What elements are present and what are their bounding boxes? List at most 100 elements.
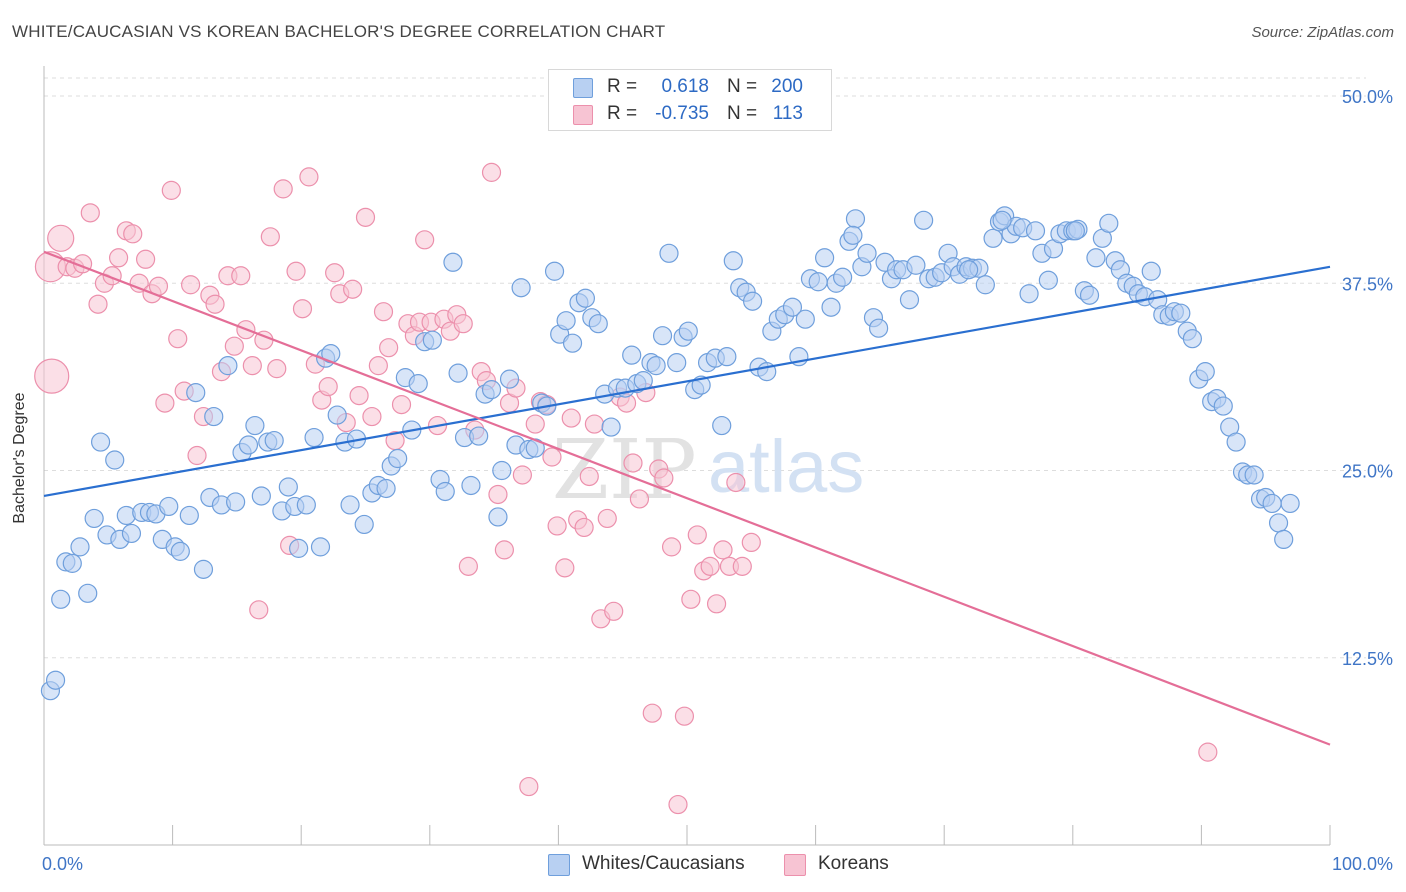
- white-point: [264, 430, 284, 451]
- white-point: [304, 427, 324, 448]
- white-point: [906, 255, 926, 275]
- white-point: [983, 228, 1003, 248]
- white-point: [461, 475, 481, 496]
- white-points: [40, 206, 1300, 701]
- y-tick-label: 50.0%: [1342, 87, 1393, 107]
- white-point: [1268, 513, 1289, 533]
- white-point: [845, 209, 866, 229]
- korean-point: [574, 517, 594, 538]
- white-point: [1195, 362, 1215, 382]
- legend-item-koreans[interactable]: Koreans: [784, 852, 924, 876]
- white-point: [659, 243, 679, 263]
- legend-label-koreans: Koreans: [818, 853, 889, 874]
- white-point: [742, 291, 763, 311]
- korean-point: [741, 532, 761, 553]
- korean-point: [273, 179, 293, 199]
- korean-point: [155, 393, 175, 413]
- white-point: [1038, 270, 1058, 290]
- korean-point: [349, 386, 369, 406]
- korean-point: [318, 377, 338, 397]
- white-point: [544, 261, 565, 281]
- korean-point: [123, 224, 143, 244]
- white-point: [469, 426, 489, 446]
- y-tick-label: 25.0%: [1342, 462, 1393, 482]
- white-point: [1099, 213, 1119, 233]
- korean-point: [654, 468, 674, 488]
- korean-point: [525, 414, 545, 434]
- white-point: [723, 251, 743, 271]
- white-point: [556, 311, 576, 331]
- korean-point: [135, 249, 156, 269]
- korean-point: [681, 589, 701, 609]
- legend-item-whites[interactable]: Whites/Caucasians: [548, 852, 768, 876]
- r-value: 0.618: [661, 76, 709, 97]
- white-point: [90, 432, 111, 452]
- white-point: [492, 460, 512, 481]
- legend-swatch-koreans: [784, 854, 806, 876]
- korean-point: [642, 703, 662, 723]
- white-point: [388, 448, 408, 469]
- white-point: [499, 369, 520, 389]
- korean-point: [299, 167, 319, 187]
- white-point: [51, 589, 71, 609]
- korean-point: [343, 279, 363, 299]
- white-point: [296, 495, 316, 515]
- white-point: [1262, 493, 1282, 514]
- korean-point: [494, 540, 514, 560]
- white-point: [1213, 396, 1233, 416]
- korean-point: [379, 338, 399, 358]
- korean-point: [700, 556, 720, 576]
- white-point: [422, 330, 442, 350]
- white-point: [408, 374, 428, 394]
- white-point: [1274, 529, 1294, 550]
- korean-point: [732, 556, 752, 576]
- white-point: [289, 538, 309, 558]
- white-point: [70, 537, 90, 557]
- white-point: [218, 356, 238, 376]
- white-point: [327, 405, 347, 425]
- korean-point: [458, 556, 478, 576]
- white-point: [1182, 329, 1202, 349]
- korean-point: [249, 600, 269, 620]
- white-point: [179, 505, 199, 526]
- korean-point: [224, 336, 244, 356]
- white-point: [245, 415, 265, 436]
- white-point: [1280, 493, 1300, 514]
- korean-point: [512, 465, 532, 485]
- trend-line-whites: [43, 265, 1331, 498]
- korean-point: [325, 263, 345, 283]
- white-point: [633, 371, 653, 391]
- white-point: [1025, 221, 1046, 241]
- korean-point: [80, 203, 100, 223]
- korean-point: [373, 302, 394, 322]
- white-point: [62, 553, 82, 573]
- white-point: [186, 383, 206, 403]
- tick-labels: 12.5% 25.0% 37.5% 50.0% 0.0% 100.0%: [42, 87, 1393, 874]
- legend-label-whites: Whites/Caucasians: [582, 853, 745, 874]
- white-point: [782, 297, 803, 317]
- white-point: [1171, 303, 1191, 323]
- korean-point: [368, 356, 388, 376]
- white-point: [833, 267, 853, 287]
- white-point: [121, 523, 142, 544]
- white-point: [278, 477, 298, 497]
- korean-point: [267, 359, 287, 379]
- white-point: [667, 353, 687, 373]
- korean-point: [584, 414, 605, 434]
- white-point: [435, 481, 455, 502]
- korean-point: [205, 294, 225, 314]
- korean-point: [181, 275, 201, 295]
- white-point: [601, 417, 621, 437]
- white-point: [488, 507, 508, 527]
- white-point: [857, 243, 877, 263]
- korean-point: [687, 525, 707, 545]
- white-point: [481, 380, 502, 400]
- korean-point: [391, 394, 412, 415]
- white-point: [204, 406, 224, 427]
- watermark-atlas: atlas: [708, 425, 864, 508]
- korean-point: [706, 594, 727, 614]
- korean-point: [674, 706, 695, 726]
- korean-point: [129, 273, 149, 293]
- korean-point: [488, 484, 508, 505]
- white-point: [159, 496, 179, 517]
